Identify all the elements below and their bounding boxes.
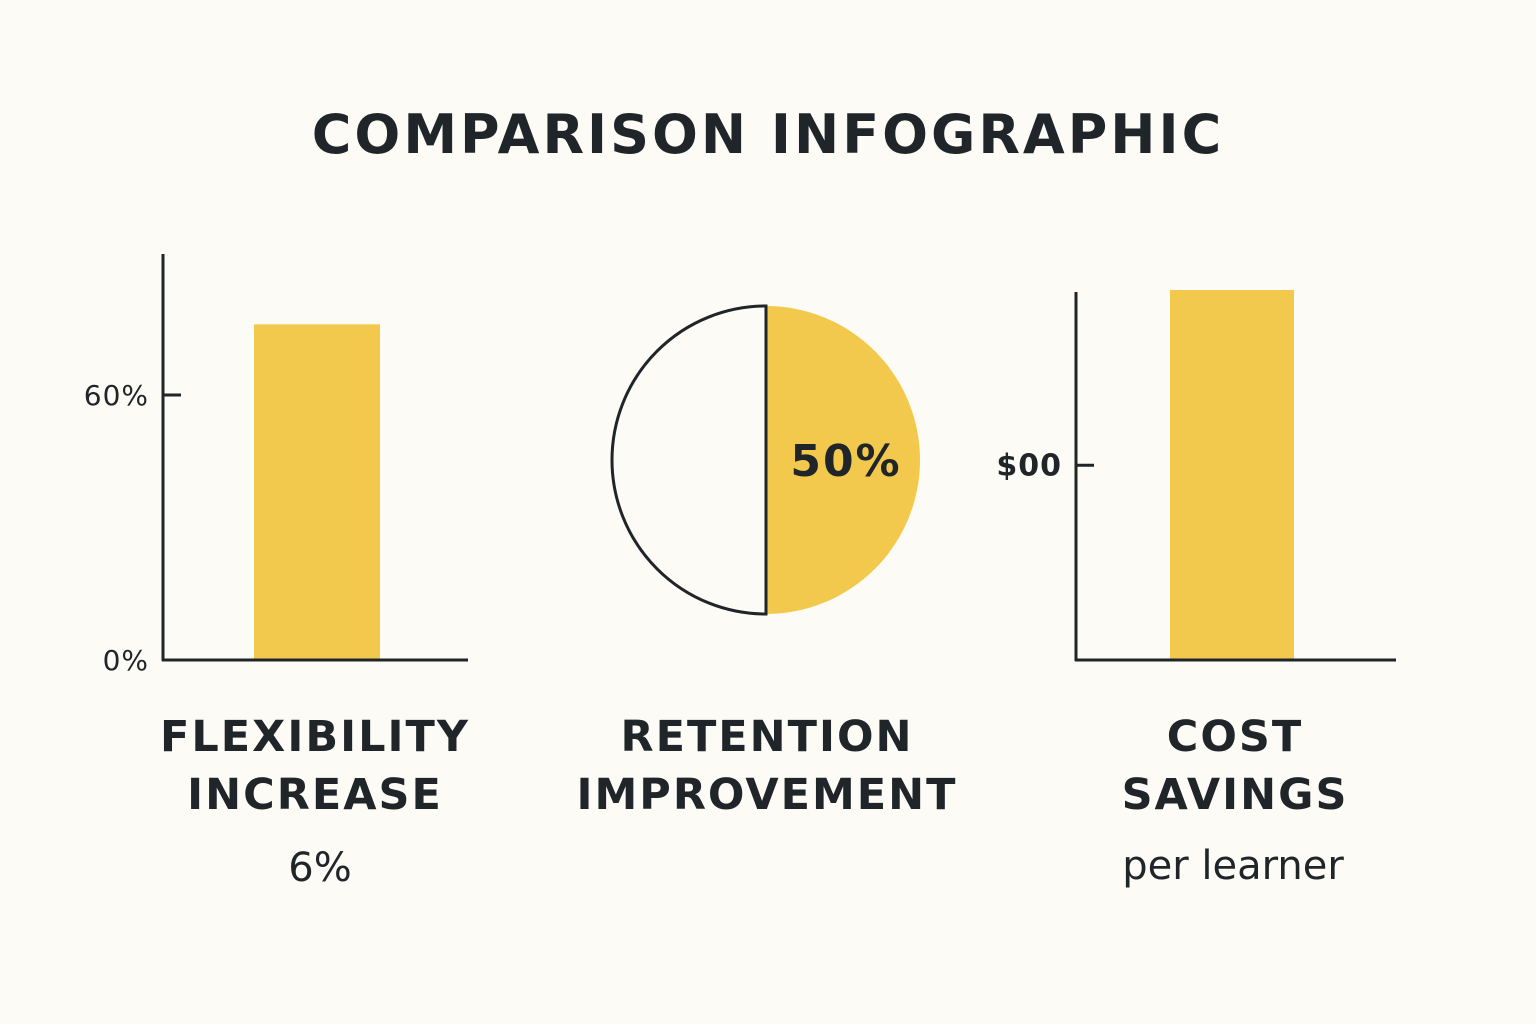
retention-caption-line-2: IMPROVEMENT [576, 770, 958, 820]
cost-savings-bar-chart: $00 [996, 290, 1396, 662]
flexibility-caption-line-2: INCREASE [187, 770, 443, 820]
retention-pie-chart: 50% [610, 304, 920, 616]
cost-savings-bar-0 [1170, 290, 1294, 659]
flexibility-value: 6% [288, 845, 352, 891]
cost-savings-caption-line-1: COST [1166, 712, 1304, 762]
retention-slice-1 [610, 304, 768, 616]
retention-caption-line-1: RETENTION [620, 712, 914, 762]
flexibility-bar-0 [254, 324, 380, 659]
retention-slice-label-0: 50% [790, 436, 901, 487]
flexibility-tick-label-0: 0% [103, 644, 149, 677]
cost-savings-tick-label-0: $00 [996, 448, 1062, 483]
cost-savings-caption-line-2: SAVINGS [1121, 770, 1349, 820]
page-title: COMPARISON INFOGRAPHIC [311, 103, 1225, 166]
flexibility-caption: FLEXIBILITY INCREASE [115, 708, 515, 824]
retention-slice-0 [766, 306, 920, 614]
retention-caption: RETENTION IMPROVEMENT [557, 708, 977, 824]
flexibility-tick-label-1: 60% [84, 379, 149, 412]
flexibility-bar-chart: 0% 60% [84, 254, 468, 677]
flexibility-caption-line-1: FLEXIBILITY [160, 712, 470, 762]
cost-savings-subcaption: per learner [1122, 843, 1344, 889]
cost-savings-caption: COST SAVINGS [1035, 708, 1435, 824]
